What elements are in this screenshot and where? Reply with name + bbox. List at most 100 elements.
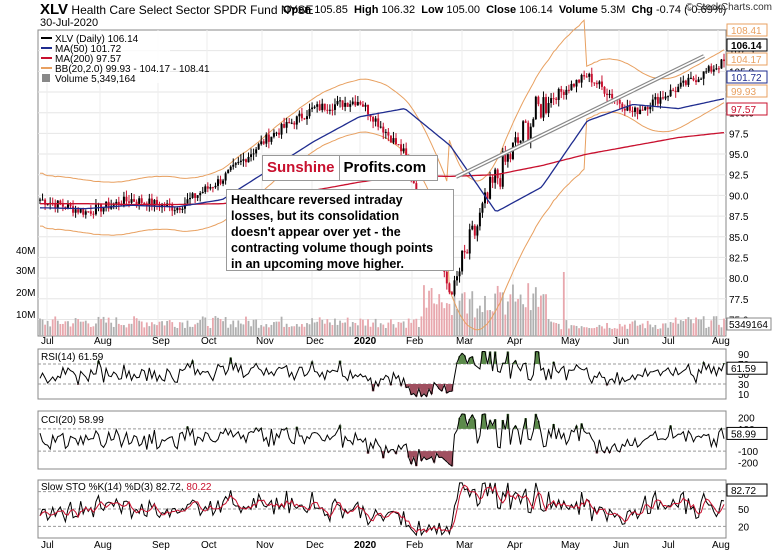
price-bar-body bbox=[639, 109, 642, 115]
price-bar-body bbox=[328, 109, 331, 111]
price-bar-body bbox=[150, 198, 153, 206]
price-bar-body bbox=[580, 74, 583, 83]
volume-bars bbox=[39, 272, 725, 336]
volume-bar bbox=[679, 320, 682, 336]
volume-bar bbox=[641, 323, 644, 336]
volume-bar bbox=[631, 321, 634, 336]
volume-bar bbox=[54, 316, 57, 336]
price-bar-body bbox=[661, 97, 664, 99]
volume-bar bbox=[540, 295, 542, 336]
x-tick-label: Aug bbox=[712, 540, 730, 551]
y-tick-label: 97.5 bbox=[729, 129, 749, 140]
volume-bar bbox=[219, 318, 222, 336]
volume-bar bbox=[522, 304, 525, 336]
volume-bar bbox=[651, 327, 654, 336]
price-bar-body bbox=[77, 209, 80, 213]
price-bar-body bbox=[570, 83, 573, 91]
price-bar-body bbox=[336, 100, 339, 105]
price-bar-body bbox=[39, 199, 41, 201]
x-tick-label: Aug bbox=[94, 336, 112, 347]
price-bar-body bbox=[723, 59, 725, 62]
price-bar-body bbox=[209, 187, 212, 189]
volume-bar bbox=[400, 322, 402, 336]
price-bar-body bbox=[400, 144, 403, 152]
volume-bar bbox=[529, 310, 532, 336]
volume-bar bbox=[611, 328, 614, 336]
cci-panel-frame bbox=[37, 410, 727, 470]
price-bar-body bbox=[450, 292, 453, 295]
volume-bar bbox=[95, 323, 97, 336]
volume-bar bbox=[273, 322, 275, 336]
price-bar-body bbox=[567, 89, 570, 91]
volume-bar bbox=[359, 318, 362, 336]
volume-bar bbox=[247, 320, 250, 336]
price-bar-body bbox=[631, 110, 634, 112]
price-bar-body bbox=[618, 99, 621, 104]
low-label: Low bbox=[421, 4, 444, 16]
price-bar-body bbox=[191, 193, 194, 198]
volume-bar bbox=[79, 321, 82, 336]
volume-bar bbox=[242, 324, 245, 336]
price-bar-body bbox=[252, 153, 255, 155]
volume-bar bbox=[532, 293, 535, 336]
price-bar-body bbox=[41, 199, 44, 201]
price-bar-body bbox=[494, 169, 497, 183]
y-tick-label: 82.5 bbox=[729, 253, 749, 264]
price-bar-body bbox=[539, 104, 542, 118]
price-bar-body bbox=[219, 179, 222, 184]
volume-bar bbox=[692, 323, 695, 336]
sto-label: Slow STO %K(14) %D(3) 82.72, 80.22 bbox=[41, 482, 212, 493]
osc-tick: 50 bbox=[738, 370, 750, 381]
volume-bar bbox=[623, 324, 626, 336]
volume-bar bbox=[598, 324, 601, 336]
volume-bar bbox=[377, 327, 380, 336]
volume-bar bbox=[601, 326, 603, 336]
volume-bar bbox=[267, 327, 270, 336]
volume-bar bbox=[278, 321, 280, 336]
price-bar-body bbox=[283, 124, 286, 128]
x-tick-label: Aug bbox=[712, 336, 730, 347]
volume-bar bbox=[382, 324, 385, 336]
price-bar-body bbox=[303, 118, 306, 120]
volume-bar bbox=[125, 327, 128, 336]
volume-bar bbox=[412, 319, 415, 336]
volume-bar bbox=[646, 320, 649, 336]
price-bar-body bbox=[181, 208, 184, 210]
logo-part-a: Sunshine bbox=[263, 156, 340, 180]
volume-bar bbox=[674, 317, 677, 336]
price-bar-body bbox=[346, 102, 349, 107]
price-bar-body bbox=[481, 203, 484, 213]
price-tag: 101.72 bbox=[731, 73, 762, 84]
osc-tag: 58.99 bbox=[731, 429, 756, 440]
price-bar-body bbox=[697, 79, 700, 83]
price-bar-body bbox=[194, 193, 197, 198]
price-bar-body bbox=[707, 66, 710, 72]
volume-bar bbox=[311, 318, 313, 336]
price-bar-body bbox=[74, 209, 77, 213]
volume-tick: 20M bbox=[16, 288, 35, 299]
price-bar-body bbox=[354, 101, 357, 106]
ma50-line bbox=[39, 97, 725, 212]
price-legend: XLV (Daily) 106.14 MA(50) 101.72 MA(200)… bbox=[40, 31, 210, 85]
rsi-panel-frame bbox=[37, 348, 727, 400]
price-bar-body bbox=[323, 103, 326, 110]
volume-bar bbox=[128, 323, 130, 336]
volume-bar bbox=[697, 319, 700, 336]
x-tick-label: Apr bbox=[507, 540, 523, 551]
price-bar-body bbox=[600, 81, 603, 87]
volume-bar bbox=[433, 303, 436, 336]
x-tick-label: Oct bbox=[201, 540, 217, 551]
volume-bar bbox=[224, 317, 227, 336]
x-tick-label: Jun bbox=[613, 540, 629, 551]
fund-name: Health Care Select Sector SPDR Fund bbox=[71, 3, 278, 17]
volume-bar bbox=[484, 295, 486, 336]
price-bar-body bbox=[552, 98, 555, 100]
price-bar-body bbox=[524, 121, 527, 123]
volume-bar bbox=[77, 319, 80, 336]
volume-bar bbox=[384, 327, 387, 336]
trendline-inner bbox=[455, 55, 705, 178]
price-tag: 108.41 bbox=[731, 26, 762, 37]
volume-bar bbox=[537, 306, 540, 336]
annotation-line: contracting volume though points bbox=[231, 241, 434, 255]
price-bar-body bbox=[186, 199, 189, 204]
